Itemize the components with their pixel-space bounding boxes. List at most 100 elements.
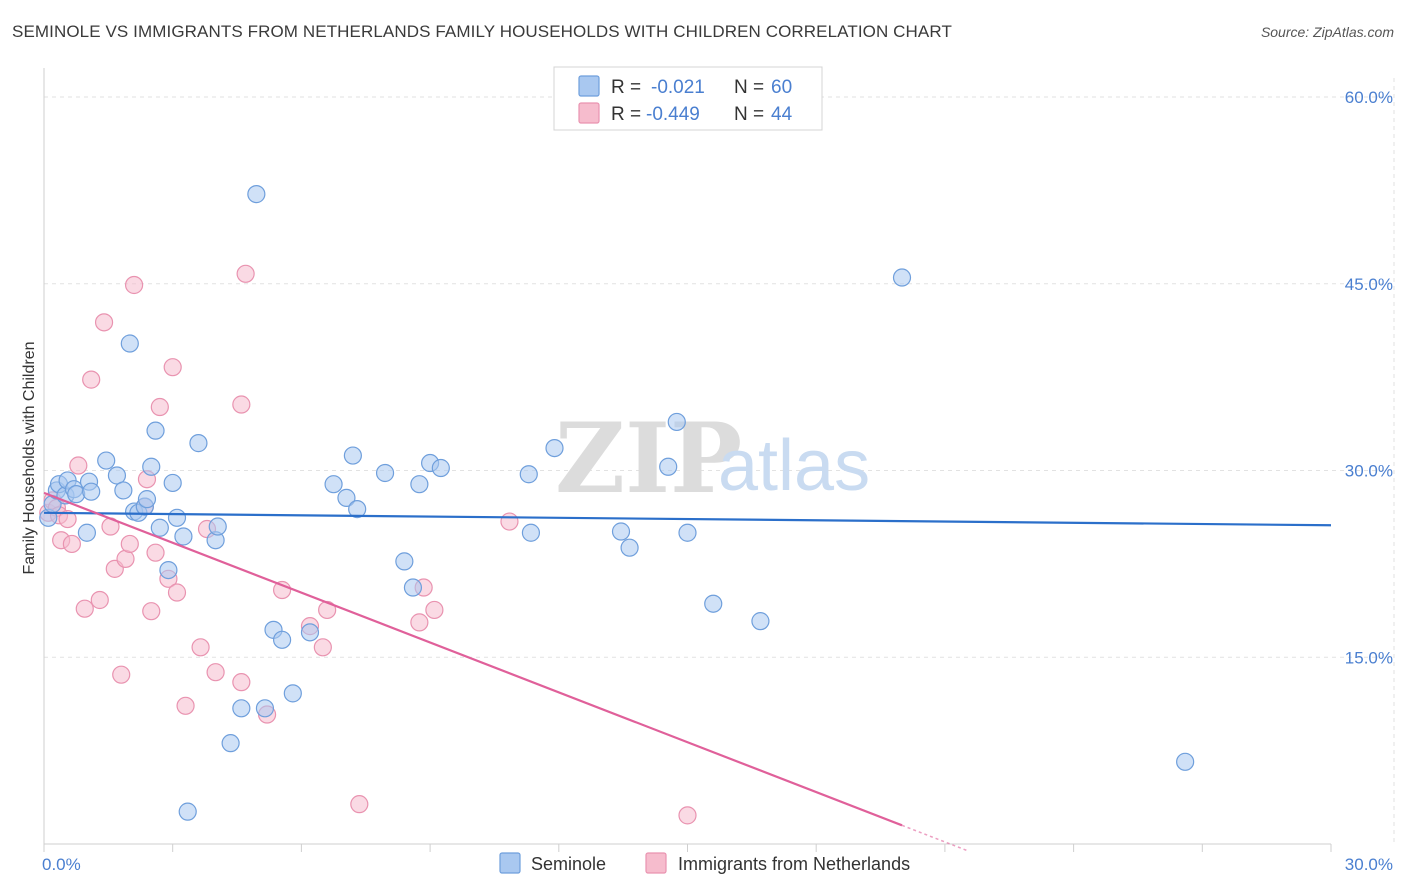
bottom-legend-label-netherlands: Immigrants from Netherlands — [678, 854, 910, 874]
point-netherlands-11 — [94, 313, 114, 332]
point-netherlands-15 — [116, 549, 135, 568]
point-seminole-19 — [142, 457, 161, 476]
point-seminole-38 — [337, 488, 356, 507]
point-seminole-22 — [159, 560, 178, 580]
point-netherlands-9 — [82, 370, 101, 389]
point-netherlands-38 — [350, 795, 369, 814]
point-seminole-48 — [521, 523, 541, 542]
point-seminole-41 — [375, 463, 395, 483]
point-seminole-26 — [189, 434, 208, 453]
point-seminole-24 — [167, 508, 187, 527]
point-seminole-59 — [178, 802, 197, 821]
watermark-zip: ZIP — [555, 402, 742, 515]
chart-title: SEMINOLE VS IMMIGRANTS FROM NETHERLANDS … — [12, 22, 952, 41]
point-netherlands-21 — [146, 543, 165, 562]
point-seminole-35 — [283, 684, 302, 703]
trend-line-seminole — [43, 511, 1332, 527]
point-netherlands-16 — [120, 534, 139, 554]
bottom-legend-swatch-seminole — [499, 852, 521, 874]
point-netherlands-36 — [313, 638, 332, 657]
point-seminole-25 — [174, 527, 193, 546]
point-seminole-49 — [545, 438, 564, 458]
point-netherlands-7 — [69, 456, 88, 475]
bottom-legend-swatch-netherlands — [645, 852, 667, 874]
point-seminole-20 — [146, 421, 165, 440]
point-seminole-55 — [704, 594, 723, 613]
y-tick-label-0: 15.0% — [1345, 648, 1393, 667]
point-netherlands-14 — [112, 665, 131, 684]
legend-r-value-netherlands: -0.449 — [646, 104, 700, 125]
point-netherlands-8 — [75, 599, 94, 618]
point-netherlands-41 — [425, 600, 444, 620]
correlation-legend: R = -0.021 N = 60 R = -0.449 N = 44 — [553, 66, 823, 131]
point-seminole-54 — [678, 523, 697, 542]
point-seminole-23 — [163, 473, 182, 493]
y-axis-label: Family Households with Children — [21, 342, 38, 575]
trend-line-netherlands — [43, 491, 903, 827]
point-seminole-30 — [232, 699, 251, 718]
point-netherlands-24 — [163, 358, 182, 377]
legend-n-label-seminole: N = — [734, 77, 764, 98]
point-seminole-51 — [620, 538, 639, 557]
axes — [43, 68, 1332, 852]
watermark: ZIP atlas — [555, 402, 870, 515]
point-seminole-34 — [272, 630, 292, 649]
trend-line-netherlands-extension — [901, 824, 967, 851]
legend-swatch-seminole — [578, 75, 600, 97]
point-seminole-21 — [150, 518, 169, 537]
series-seminole-points — [39, 185, 1195, 821]
legend-n-label-netherlands: N = — [734, 104, 764, 125]
x-tick-labels: 0.0% 30.0% — [42, 855, 1393, 874]
point-seminole-28 — [208, 517, 227, 536]
point-netherlands-29 — [206, 663, 225, 682]
point-seminole-31 — [247, 185, 266, 204]
point-netherlands-6 — [62, 534, 81, 554]
point-seminole-36 — [300, 623, 320, 642]
y-tick-label-3: 60.0% — [1345, 88, 1393, 107]
point-seminole-40 — [348, 499, 367, 519]
legend-n-value-netherlands: 44 — [771, 104, 793, 125]
watermark-atlas: atlas — [718, 426, 870, 506]
point-seminole-29 — [221, 734, 240, 753]
point-netherlands-39 — [410, 613, 429, 632]
point-seminole-50 — [611, 522, 631, 541]
point-netherlands-22 — [150, 397, 169, 417]
x-tick-label-max: 30.0% — [1345, 855, 1393, 874]
point-seminole-11 — [97, 451, 116, 470]
point-netherlands-10 — [90, 590, 109, 610]
series-netherlands-points — [39, 264, 697, 825]
y-tick-labels: 15.0% 30.0% 45.0% 60.0% — [1345, 88, 1393, 667]
point-netherlands-27 — [191, 638, 210, 657]
source-label: Source: ZipAtlas.com — [1260, 24, 1394, 40]
point-netherlands-43 — [678, 806, 697, 825]
trend-lines — [43, 491, 1332, 851]
point-netherlands-26 — [176, 696, 195, 715]
point-seminole-18 — [137, 490, 157, 509]
point-seminole-57 — [892, 268, 912, 287]
point-seminole-53 — [667, 412, 686, 432]
point-seminole-42 — [395, 552, 414, 571]
point-seminole-43 — [403, 578, 423, 597]
point-seminole-58 — [1176, 752, 1195, 771]
point-netherlands-42 — [500, 512, 519, 531]
point-seminole-37 — [324, 475, 343, 494]
point-seminole-8 — [77, 523, 97, 542]
legend-n-value-seminole: 60 — [771, 77, 792, 98]
point-seminole-47 — [519, 465, 538, 484]
x-tick-label-min: 0.0% — [42, 855, 81, 874]
point-seminole-46 — [431, 458, 450, 478]
point-seminole-52 — [659, 457, 678, 476]
point-netherlands-31 — [232, 673, 251, 692]
point-seminole-56 — [751, 612, 770, 631]
point-seminole-13 — [114, 481, 133, 500]
point-seminole-14 — [120, 334, 139, 353]
legend-r-value-seminole: -0.021 — [651, 77, 705, 98]
series-legend: Seminole Immigrants from Netherlands — [499, 852, 910, 874]
point-netherlands-17 — [124, 275, 144, 295]
point-netherlands-25 — [167, 583, 187, 602]
point-seminole-39 — [343, 446, 362, 465]
bottom-legend-label-seminole: Seminole — [531, 854, 606, 874]
point-netherlands-30 — [232, 395, 251, 414]
y-tick-label-1: 30.0% — [1345, 462, 1393, 481]
